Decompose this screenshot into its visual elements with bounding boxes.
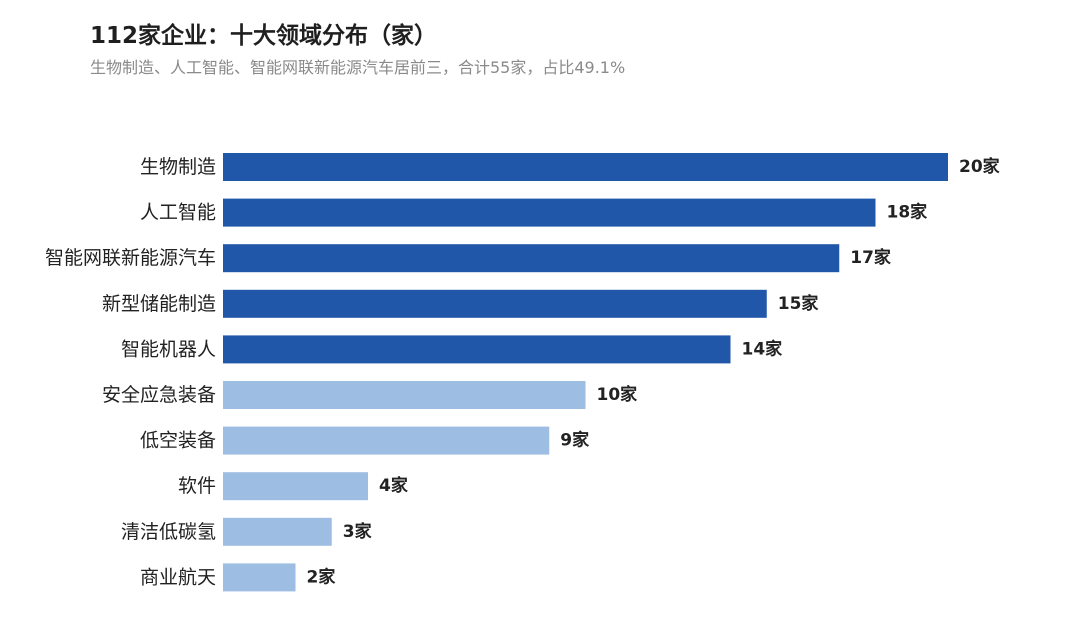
chart-subtitle: 生物制造、人工智能、智能网联新能源汽车居前三，合计55家，占比49.1%	[90, 58, 626, 77]
bar-2	[223, 198, 876, 227]
value-label-1: 20家	[959, 156, 1000, 177]
category-label-3: 智能网联新能源汽车	[45, 247, 216, 269]
bar-5	[223, 335, 731, 364]
value-label-7: 9家	[560, 430, 589, 451]
bar-10	[223, 563, 296, 592]
category-label-10: 商业航天	[140, 566, 216, 588]
chart-title: 112家企业：十大领域分布（家）	[90, 23, 438, 49]
bar-3	[223, 244, 840, 273]
value-label-6: 10家	[597, 384, 638, 405]
bar-7	[223, 426, 550, 455]
category-label-7: 低空装备	[140, 430, 216, 452]
bar-9	[223, 517, 332, 546]
category-label-4: 新型储能制造	[102, 293, 216, 315]
category-label-2: 人工智能	[140, 202, 216, 224]
value-label-2: 18家	[887, 202, 928, 223]
value-label-9: 3家	[343, 521, 372, 542]
category-label-9: 清洁低碳氢	[121, 521, 216, 543]
value-label-8: 4家	[379, 475, 408, 496]
value-label-4: 15家	[778, 293, 819, 314]
bar-8	[223, 472, 368, 501]
value-label-5: 14家	[742, 338, 783, 359]
bar-6	[223, 381, 586, 409]
bar-4	[223, 289, 767, 318]
category-label-6: 安全应急装备	[102, 384, 216, 406]
value-label-3: 17家	[850, 247, 891, 268]
category-label-8: 软件	[178, 475, 216, 497]
category-label-5: 智能机器人	[121, 338, 216, 360]
value-label-10: 2家	[307, 566, 336, 587]
category-label-1: 生物制造	[140, 156, 216, 178]
bar-1	[223, 153, 948, 181]
